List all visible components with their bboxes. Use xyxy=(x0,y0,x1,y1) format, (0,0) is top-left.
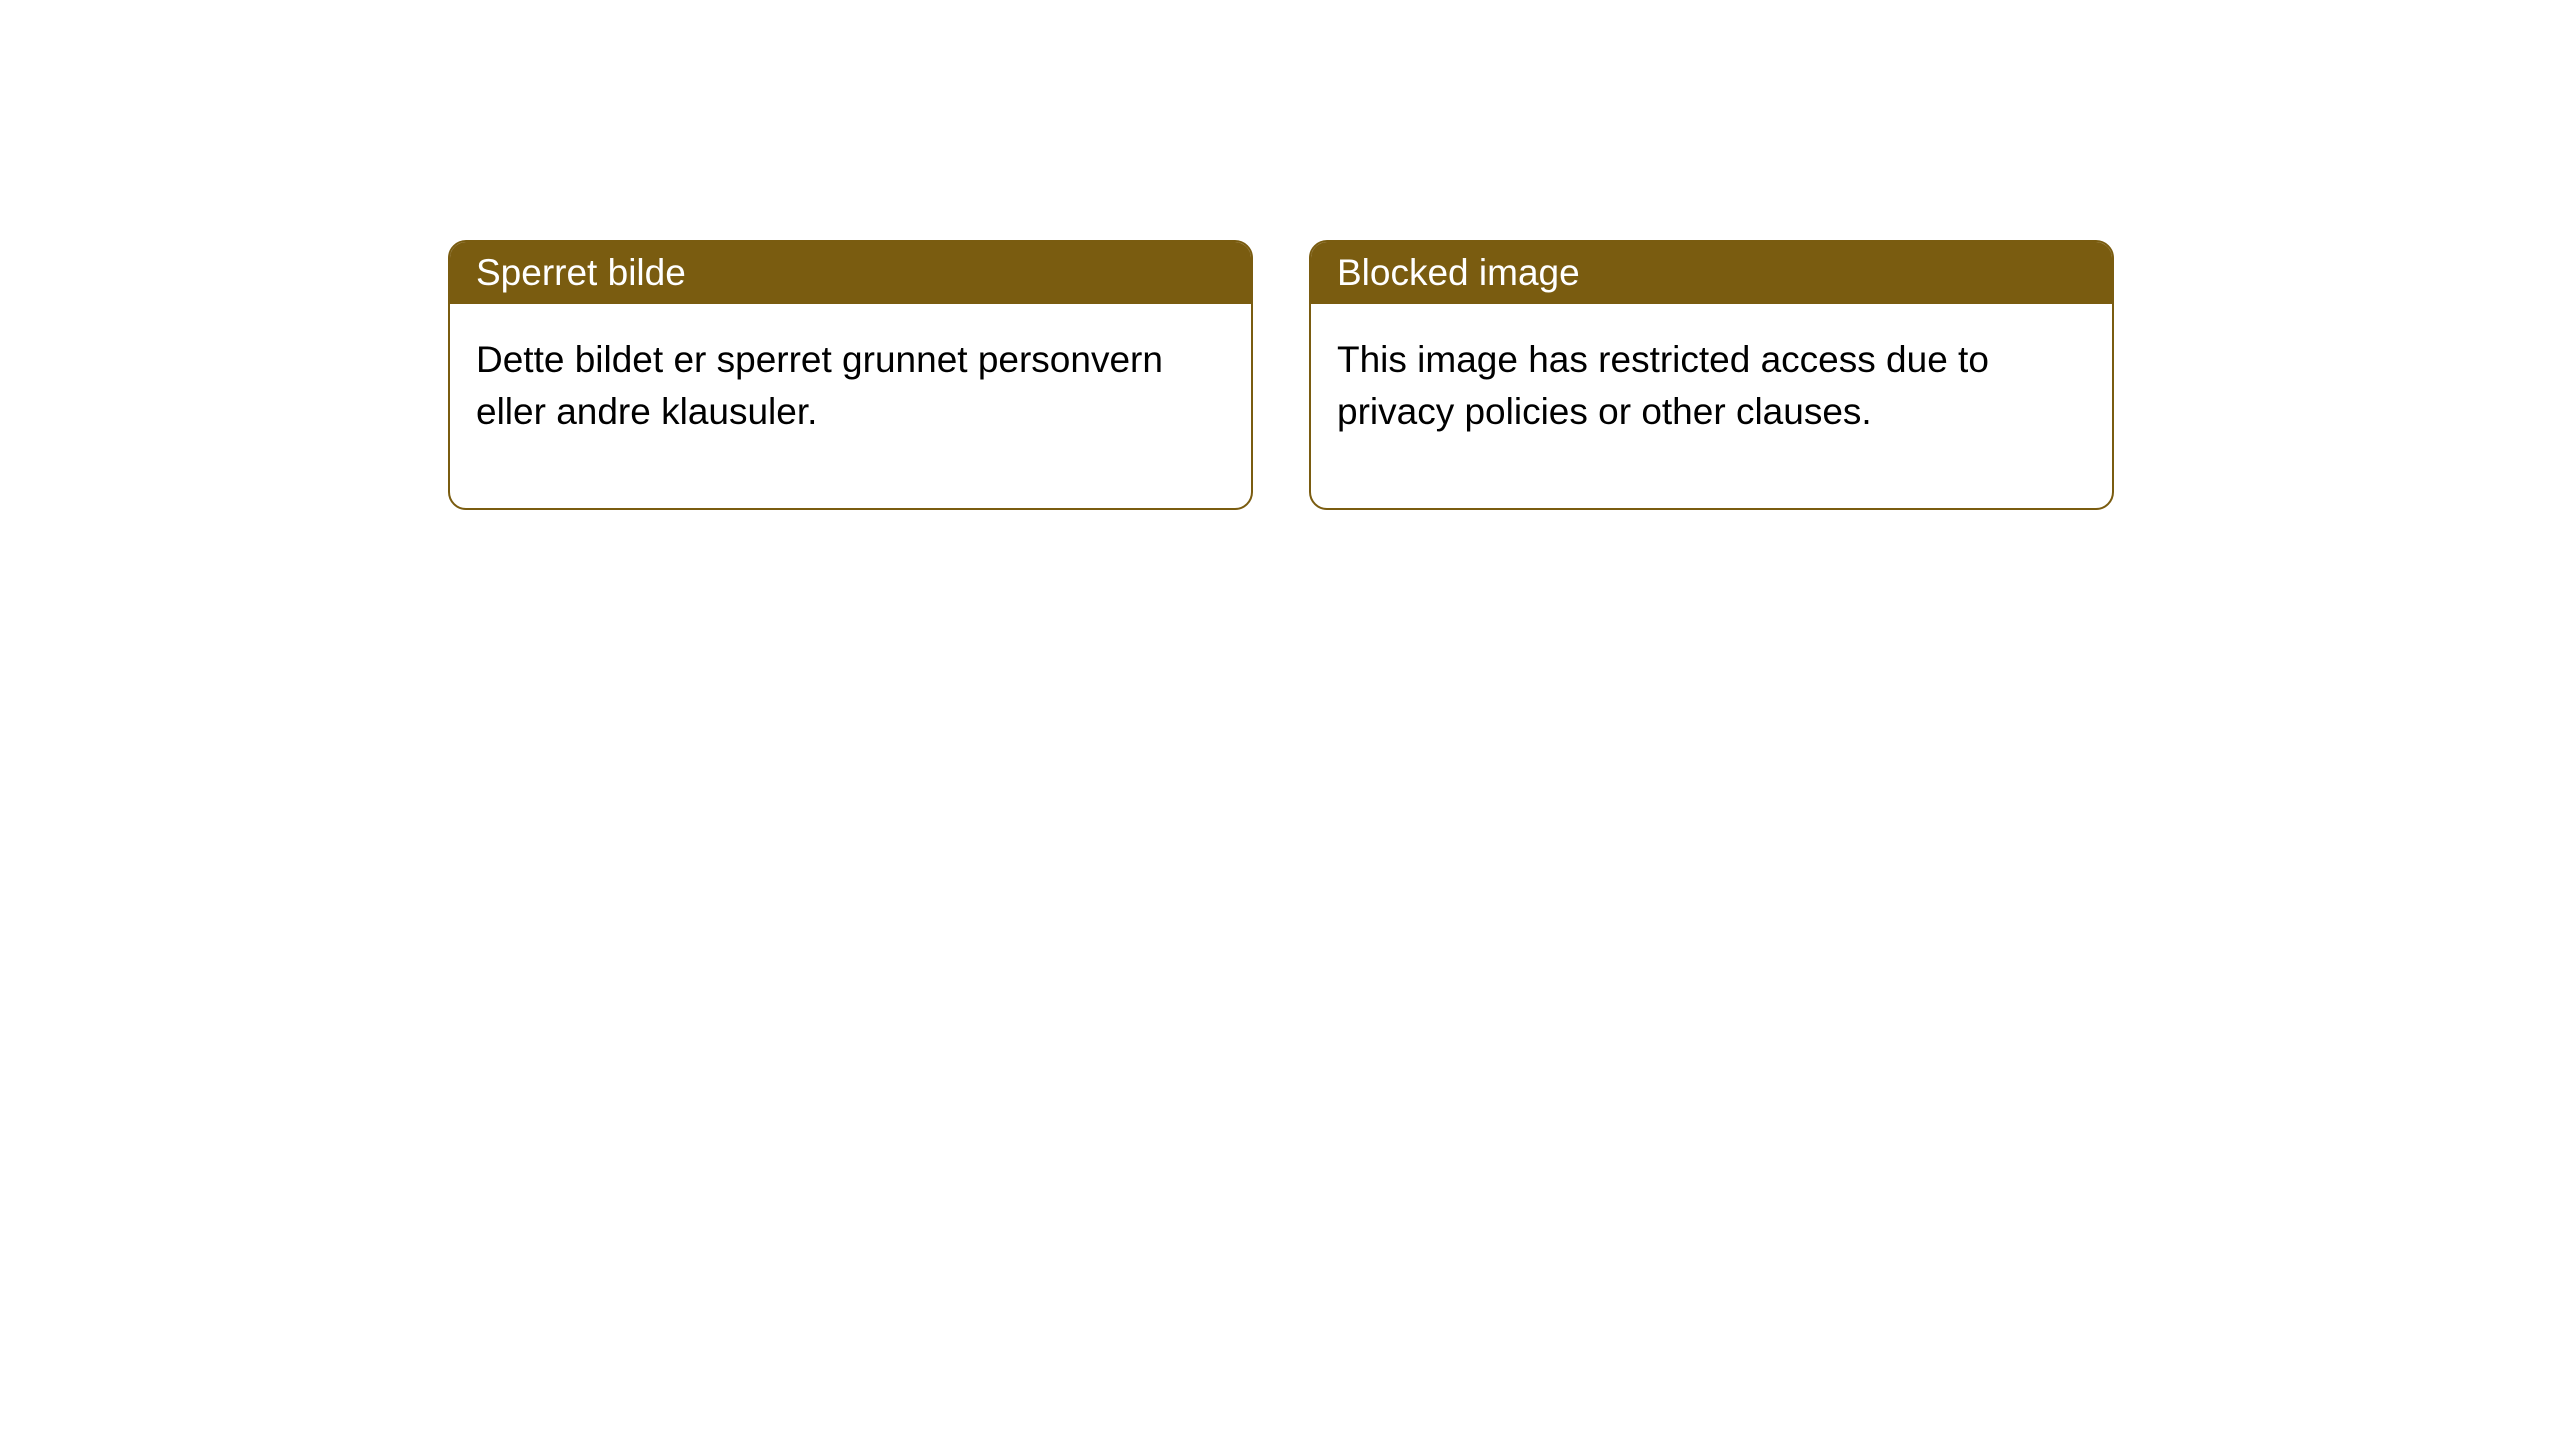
notice-header-norwegian: Sperret bilde xyxy=(450,242,1251,304)
notice-header-english: Blocked image xyxy=(1311,242,2112,304)
notice-card-norwegian: Sperret bilde Dette bildet er sperret gr… xyxy=(448,240,1253,510)
notice-body-english: This image has restricted access due to … xyxy=(1311,304,2112,508)
notice-body-norwegian: Dette bildet er sperret grunnet personve… xyxy=(450,304,1251,508)
notice-card-english: Blocked image This image has restricted … xyxy=(1309,240,2114,510)
notice-container: Sperret bilde Dette bildet er sperret gr… xyxy=(0,0,2560,510)
